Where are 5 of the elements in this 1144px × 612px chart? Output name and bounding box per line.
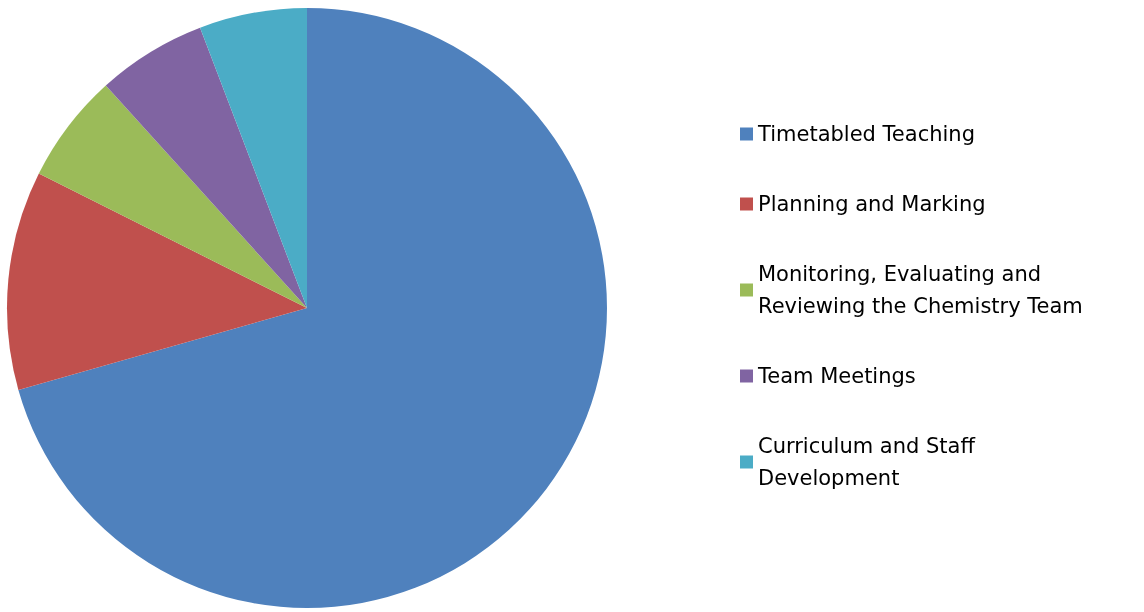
legend-label: Curriculum and Staff Development — [758, 434, 982, 490]
legend-label: Planning and Marking — [758, 192, 986, 216]
legend-label: Monitoring, Evaluating and Reviewing the Chemistry Team — [758, 262, 1083, 318]
legend-label: Team Meetings — [757, 364, 916, 388]
legend-label: Timetabled Teaching — [757, 122, 975, 146]
